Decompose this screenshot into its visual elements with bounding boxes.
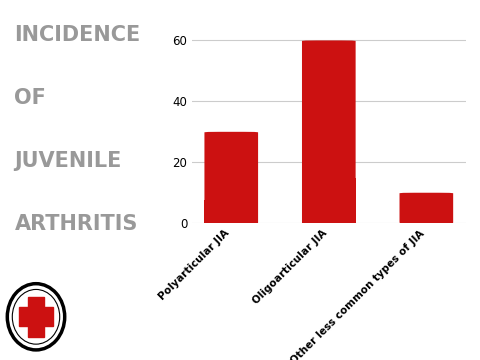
Bar [302, 177, 356, 223]
FancyBboxPatch shape [399, 193, 453, 223]
Text: INCIDENCE: INCIDENCE [14, 25, 141, 45]
Text: JUVENILE: JUVENILE [14, 151, 122, 171]
Bar [204, 132, 258, 223]
Bar [399, 216, 453, 223]
Text: OF: OF [14, 88, 46, 108]
Bar [19, 307, 53, 326]
Bar [28, 297, 44, 337]
Text: ARTHRITIS: ARTHRITIS [14, 214, 138, 234]
Bar [204, 201, 258, 223]
FancyBboxPatch shape [204, 132, 258, 223]
Bar [399, 193, 453, 223]
FancyBboxPatch shape [302, 40, 356, 223]
Bar [302, 40, 356, 223]
